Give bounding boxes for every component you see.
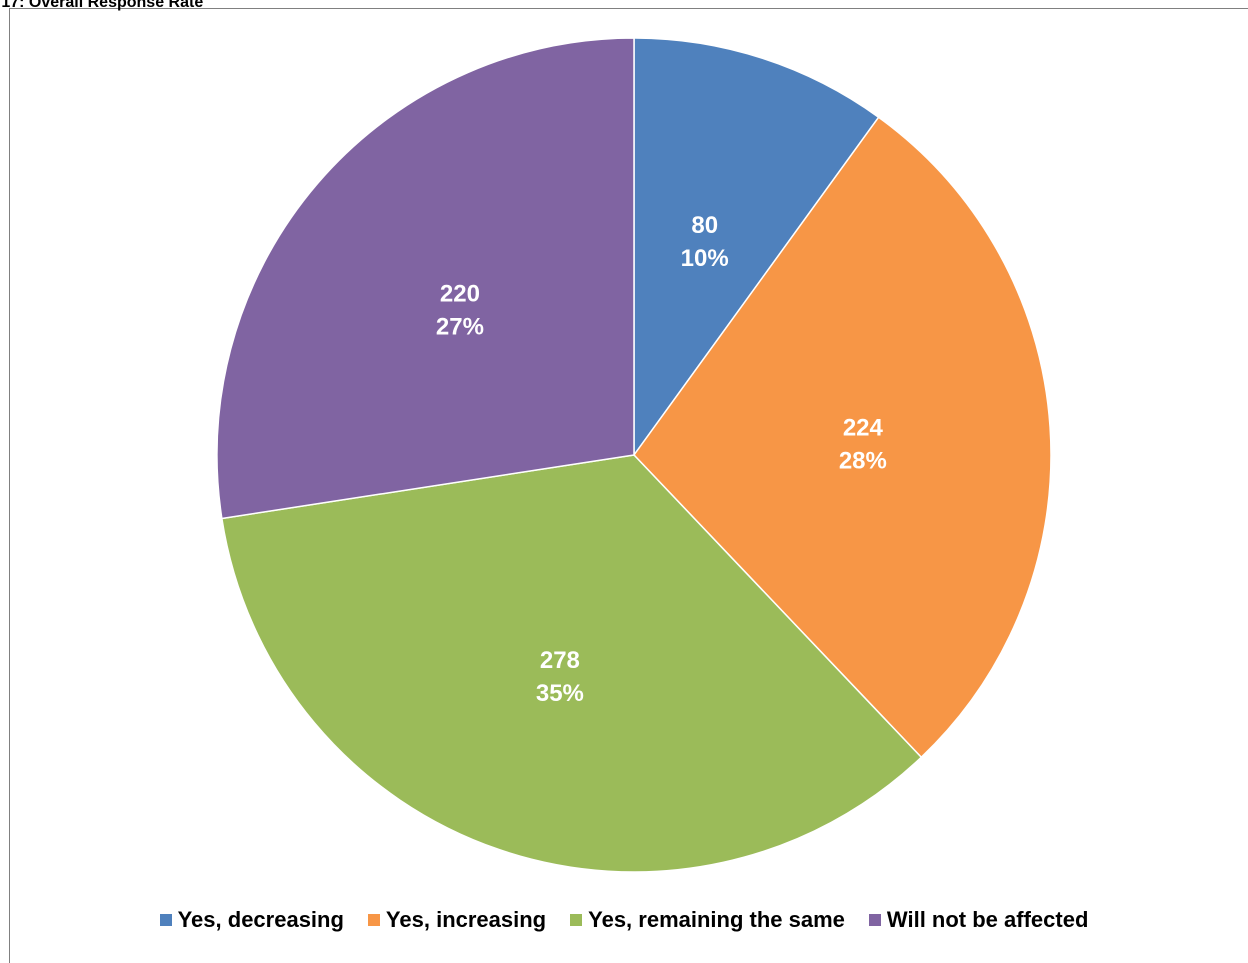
legend-swatch (367, 914, 380, 926)
pie-slice-yes-remaining-the-same (221, 454, 923, 873)
data-label-value-yes-increasing: 224 (843, 415, 884, 442)
data-label-percent-will-not-be-affected: 27% (436, 314, 484, 341)
pie-slice-yes-increasing (633, 116, 1052, 759)
legend-swatch (159, 914, 172, 926)
pie-slices (216, 37, 1052, 873)
legend-item-yes-decreasing: Yes, decreasing (159, 907, 344, 933)
data-label-percent-yes-increasing: 28% (839, 448, 887, 475)
data-label-percent-yes-remaining-the-same: 35% (536, 680, 584, 707)
legend-label: Will not be affected (886, 907, 1089, 932)
legend-swatch (570, 914, 583, 926)
data-label-value-yes-remaining-the-same: 278 (540, 647, 580, 674)
legend-item-yes-remaining-the-same: Yes, remaining the same (570, 907, 845, 933)
legend-item-yes-increasing: Yes, increasing (367, 907, 547, 933)
legend-swatch (868, 914, 881, 926)
legend-label: Yes, remaining the same (588, 907, 845, 932)
data-label-percent-yes-decreasing: 10% (681, 245, 729, 272)
legend-item-will-not-be-affected: Will not be affected (868, 907, 1089, 933)
pie-slice-yes-decreasing (633, 37, 880, 458)
data-label-value-yes-decreasing: 80 (691, 212, 718, 239)
figure-caption: ure 17: Overall Response Rate (0, 0, 204, 11)
legend-label: Yes, decreasing (177, 907, 344, 932)
pie-data-labels: 80 10% 224 28% 278 35% 220 27% (436, 212, 887, 707)
legend-label: Yes, increasing (385, 907, 547, 932)
pie-slice-will-not-be-affected (216, 37, 635, 520)
data-label-value-will-not-be-affected: 220 (440, 281, 480, 308)
legend: Yes, decreasing Yes, increasing Yes, rem… (0, 907, 1248, 933)
